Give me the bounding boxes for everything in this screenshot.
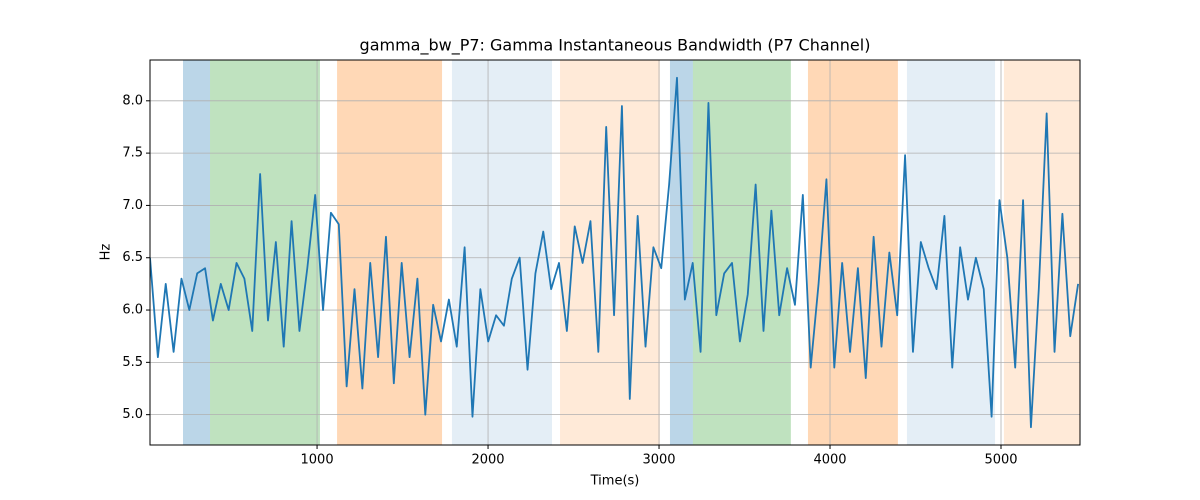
- shaded-span: [451, 60, 552, 445]
- y-tick-label: 6.0: [122, 303, 143, 318]
- y-axis-label: Hz: [99, 244, 114, 261]
- plot: [150, 76, 1080, 429]
- y-tick-label: 7.0: [122, 198, 143, 213]
- shaded-span: [1003, 60, 1080, 445]
- x-tick-label: 5000: [984, 453, 1017, 468]
- y-tick-label: 5.0: [122, 407, 143, 422]
- x-tick-label: 2000: [471, 453, 504, 468]
- plot-frame: [149, 59, 1081, 446]
- y-tick-label: 8.0: [122, 93, 143, 108]
- shaded-span: [906, 60, 996, 445]
- shaded-span: [669, 60, 693, 445]
- shaded-span: [183, 60, 211, 445]
- shaded-span: [560, 60, 660, 445]
- chart-title: gamma_bw_P7: Gamma Instantaneous Bandwid…: [360, 36, 871, 56]
- data-line: [150, 76, 1080, 429]
- spans: [183, 60, 1080, 445]
- ticks: 1000 2000 3000 4000 5000 5.0 5.5 6.0 6.5 7.0 7.5 8.…: [122, 93, 1017, 467]
- x-tick-label: 4000: [813, 453, 846, 468]
- y-tick-label: 6.5: [122, 250, 143, 265]
- x-tick-label: 1000: [301, 453, 334, 468]
- y-tick-label: 5.5: [122, 355, 143, 370]
- x-tick-label: 3000: [642, 453, 675, 468]
- shaded-span: [337, 60, 443, 445]
- x-axis-label: Time(s): [590, 474, 640, 489]
- shaded-span: [807, 60, 898, 445]
- y-tick-label: 7.5: [122, 146, 143, 161]
